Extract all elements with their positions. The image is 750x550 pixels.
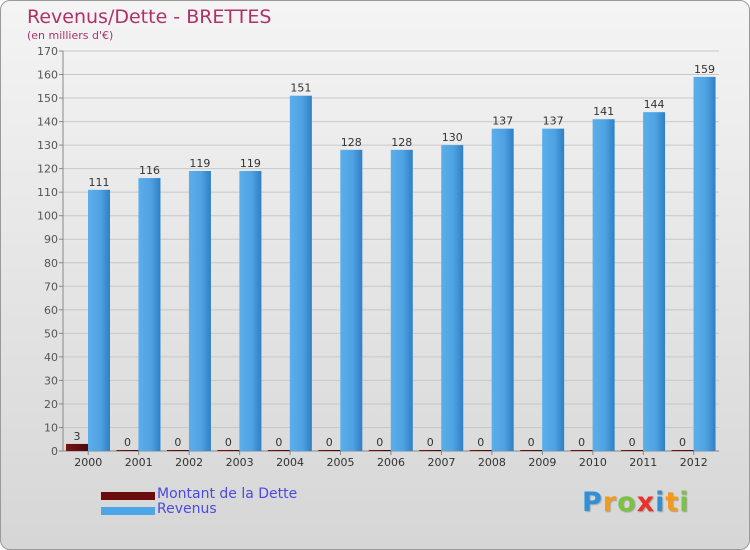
- data-label-revenue: 116: [139, 164, 160, 177]
- bar-debt: [66, 443, 88, 451]
- chart-subtitle: (en milliers d'€): [27, 29, 114, 42]
- logo-letter: P: [582, 487, 603, 518]
- logo-letter: i: [679, 487, 690, 518]
- x-tick-label: 2007: [427, 456, 455, 469]
- y-tick-label: 60: [44, 304, 58, 317]
- bar-debt: [368, 450, 391, 451]
- x-tick-label: 2006: [377, 456, 405, 469]
- logo-letter: x: [636, 487, 656, 518]
- y-tick-label: 90: [44, 233, 58, 246]
- bar-debt: [318, 450, 341, 451]
- x-tick-label: 2008: [478, 456, 506, 469]
- x-tick-label: 2012: [680, 456, 708, 469]
- data-label-revenue: 137: [492, 115, 513, 128]
- y-tick-label: 100: [37, 210, 58, 223]
- data-label-revenue: 111: [89, 176, 110, 189]
- bar-revenue: [239, 171, 262, 451]
- x-tick-label: 2011: [629, 456, 657, 469]
- bar-revenue: [542, 128, 565, 451]
- data-label-debt: 0: [376, 436, 383, 449]
- y-tick-label: 20: [44, 398, 58, 411]
- y-tick-label: 80: [44, 257, 58, 270]
- legend-swatch-revenue: [101, 507, 155, 515]
- bar-revenue: [491, 128, 514, 451]
- bar-revenue: [188, 171, 211, 451]
- bar-debt: [116, 450, 139, 451]
- bar-debt: [419, 450, 442, 451]
- y-tick-label: 170: [37, 45, 58, 58]
- data-label-debt: 0: [275, 436, 282, 449]
- data-label-revenue: 151: [290, 82, 311, 95]
- data-label-revenue: 137: [543, 115, 564, 128]
- data-label-revenue: 159: [694, 63, 715, 76]
- data-label-debt: 3: [74, 430, 81, 443]
- data-label-debt: 0: [427, 436, 434, 449]
- bar-revenue: [289, 95, 312, 452]
- data-label-debt: 0: [124, 436, 131, 449]
- bar-revenue: [693, 76, 716, 451]
- data-label-revenue: 128: [391, 136, 412, 149]
- y-tick-label: 70: [44, 280, 58, 293]
- data-label-debt: 0: [578, 436, 585, 449]
- bar-revenue: [592, 119, 615, 451]
- legend-label-revenue: Revenus: [157, 501, 217, 517]
- data-label-revenue: 130: [442, 131, 463, 144]
- x-tick-label: 2000: [74, 456, 102, 469]
- data-label-debt: 0: [477, 436, 484, 449]
- y-tick-label: 150: [37, 92, 58, 105]
- x-tick-label: 2002: [175, 456, 203, 469]
- y-tick-label: 10: [44, 421, 58, 434]
- bar-debt: [621, 450, 644, 451]
- x-tick-label: 2004: [276, 456, 304, 469]
- y-tick-label: 160: [37, 69, 58, 82]
- data-label-debt: 0: [528, 436, 535, 449]
- y-tick-label: 130: [37, 139, 58, 152]
- y-tick-label: 0: [51, 445, 58, 458]
- data-label-debt: 0: [326, 436, 333, 449]
- legend-label-debt: Montant de la Dette: [157, 486, 298, 502]
- bar-revenue: [643, 112, 666, 452]
- x-tick-label: 2010: [579, 456, 607, 469]
- x-tick-label: 2005: [327, 456, 355, 469]
- bar-debt: [469, 450, 492, 451]
- y-tick-label: 120: [37, 163, 58, 176]
- data-label-debt: 0: [629, 436, 636, 449]
- bar-debt: [520, 450, 543, 451]
- data-label-debt: 0: [174, 436, 181, 449]
- data-label-revenue: 141: [593, 105, 614, 118]
- bar-debt: [267, 450, 290, 451]
- proxiti-logo: Proxiti: [582, 487, 690, 518]
- bar-debt: [217, 450, 240, 451]
- bar-revenue: [138, 178, 161, 451]
- bar-debt: [166, 450, 189, 451]
- data-label-revenue: 144: [644, 98, 665, 111]
- data-label-debt: 0: [225, 436, 232, 449]
- bar-revenue: [340, 149, 363, 451]
- bar-revenue: [390, 149, 413, 451]
- y-tick-label: 140: [37, 116, 58, 129]
- x-tick-label: 2003: [226, 456, 254, 469]
- logo-letter: r: [602, 487, 618, 518]
- bar-revenue: [88, 189, 110, 451]
- data-label-revenue: 119: [189, 157, 210, 170]
- data-label-revenue: 128: [341, 136, 362, 149]
- chart-title: Revenus/Dette - BRETTES: [27, 6, 272, 28]
- y-tick-label: 30: [44, 374, 58, 387]
- logo-letter: t: [665, 487, 680, 518]
- y-tick-label: 50: [44, 327, 58, 340]
- y-tick-label: 110: [37, 186, 58, 199]
- bar-debt: [671, 450, 694, 451]
- bar-revenue: [441, 145, 464, 451]
- logo-letter: o: [617, 487, 637, 518]
- logo-letter: i: [655, 487, 666, 518]
- legend-swatch-debt: [101, 492, 155, 500]
- bar-debt: [570, 450, 593, 451]
- data-label-debt: 0: [679, 436, 686, 449]
- data-label-revenue: 119: [240, 157, 261, 170]
- x-tick-label: 2009: [528, 456, 556, 469]
- x-tick-label: 2001: [125, 456, 153, 469]
- y-tick-label: 40: [44, 351, 58, 364]
